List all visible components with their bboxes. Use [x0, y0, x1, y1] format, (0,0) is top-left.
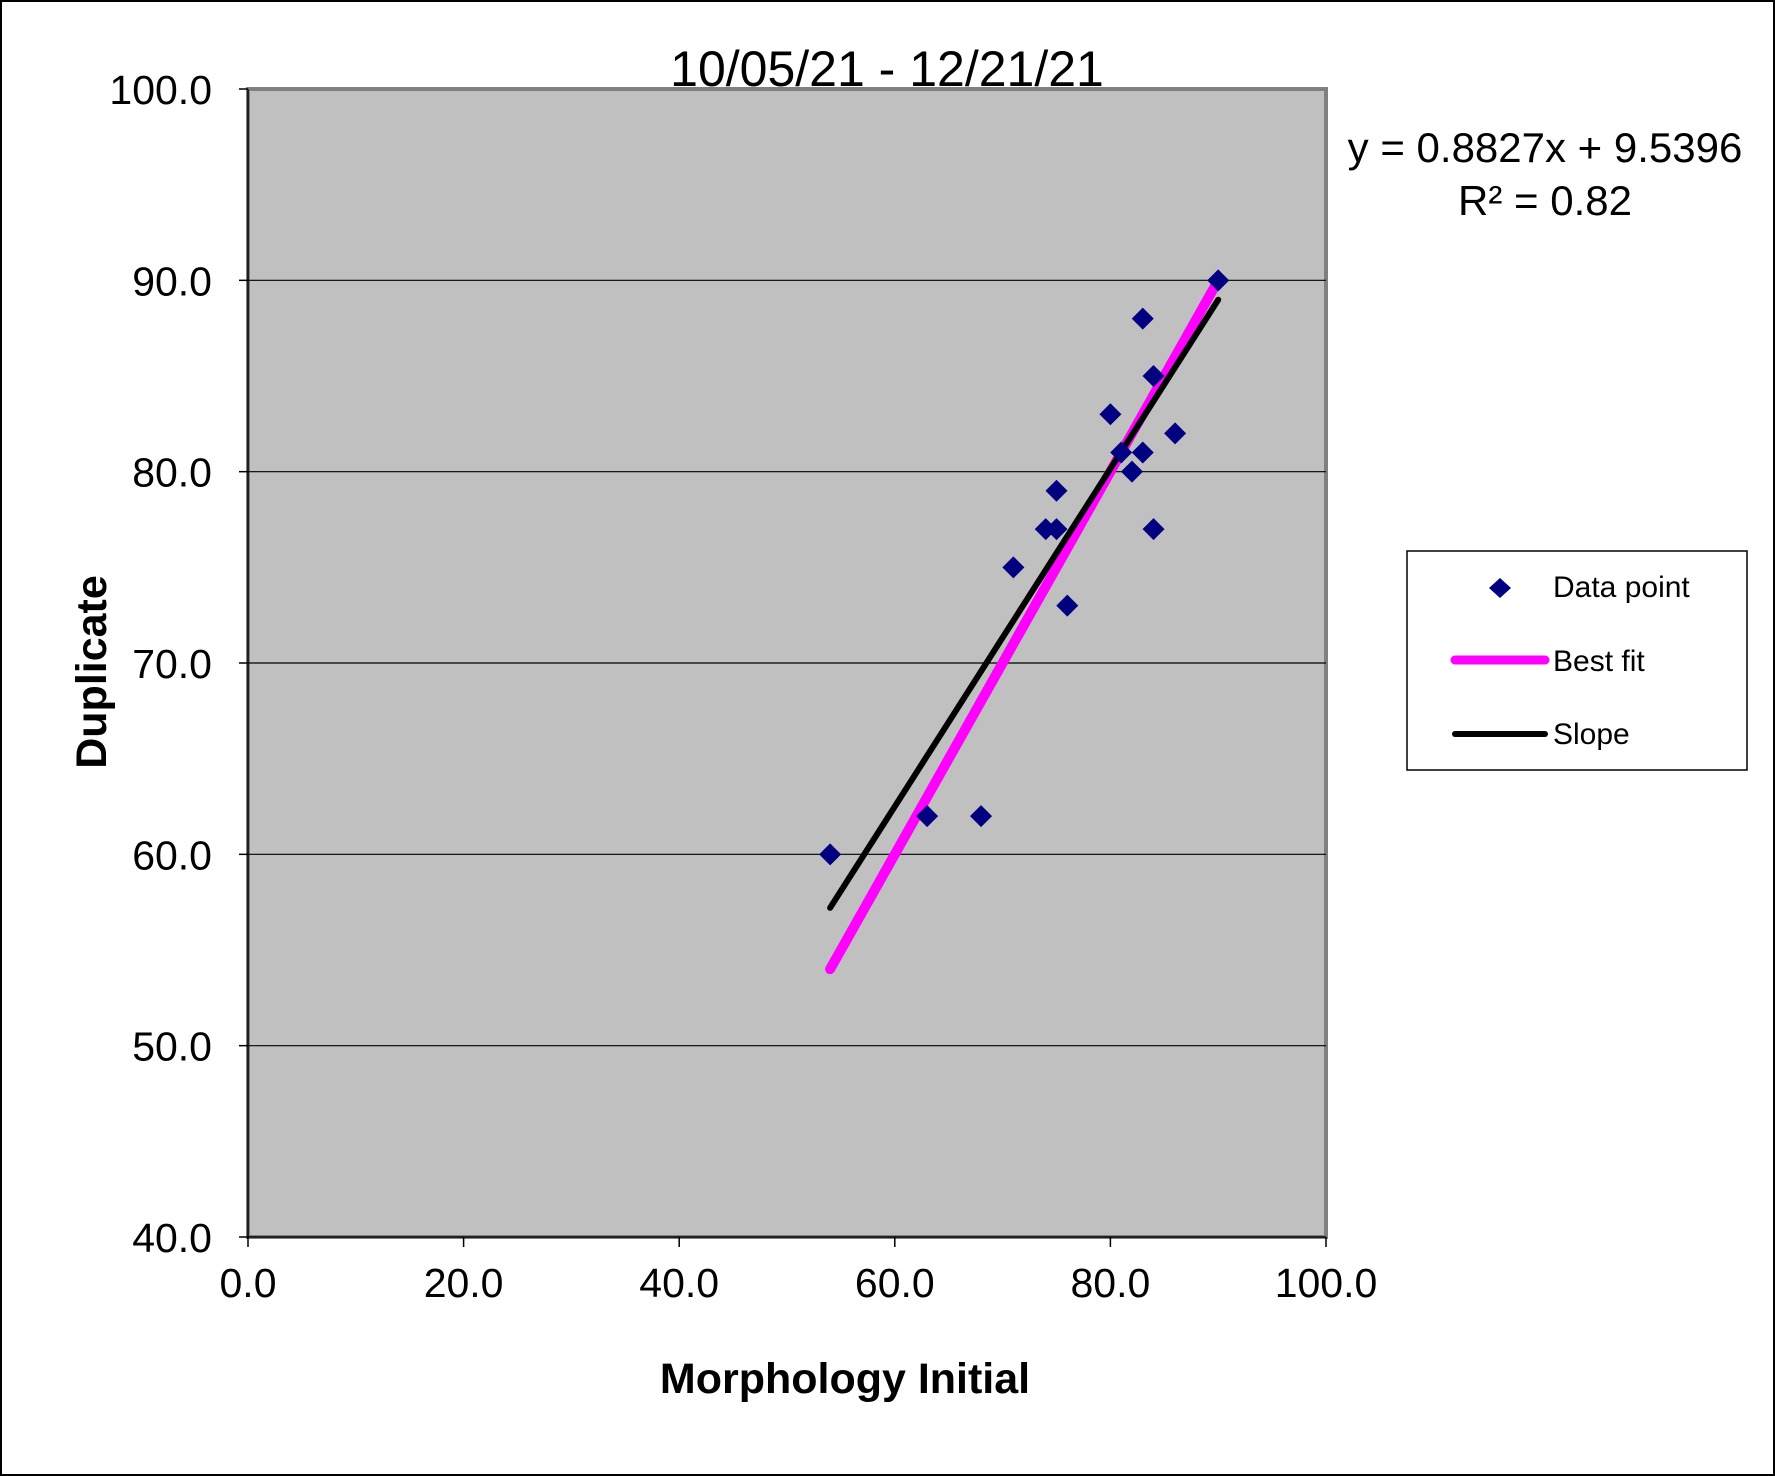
y-axis-title: Duplicate [68, 575, 116, 769]
data-point-marker [1110, 441, 1133, 464]
chart-title: 10/05/21 - 12/21/21 [670, 41, 1104, 97]
legend: Data point Best fit Slope [1406, 550, 1748, 771]
legend-diamond-icon [1489, 578, 1511, 598]
legend-label-slope: Slope [1553, 718, 1630, 751]
data-point-marker [1002, 556, 1025, 579]
data-point-marker [1045, 518, 1068, 541]
data-point-marker [916, 805, 939, 828]
axes: 40.0 50.0 60.0 70.0 80.0 90.0 100.0 0.0 20.0 40.0… [109, 67, 1377, 1306]
data-point-marker [1099, 403, 1122, 426]
data-point-marker [819, 843, 842, 866]
series-lines [825, 275, 1224, 975]
data-point-marker [1142, 365, 1165, 387]
best-fit-line [825, 275, 1224, 975]
x-tick-label: 0.0 [220, 1260, 277, 1306]
data-point-marker [1142, 518, 1165, 541]
data-point-marker [1131, 307, 1154, 330]
data-point-marker [1164, 422, 1187, 445]
legend-label-best-fit: Best fit [1553, 645, 1645, 678]
y-tick-label: 70.0 [132, 641, 212, 687]
data-points [819, 269, 1230, 866]
data-point-marker [1120, 460, 1143, 483]
data-point-marker [1056, 594, 1079, 617]
y-tick-label: 100.0 [109, 67, 212, 113]
trendline-equation: y = 0.8827x + 9.5396 [1348, 124, 1743, 171]
data-point-marker [1131, 441, 1154, 464]
slope-line [827, 296, 1222, 911]
data-point-marker [970, 805, 993, 828]
x-tick-label: 80.0 [1070, 1260, 1150, 1306]
x-tick-label: 20.0 [424, 1260, 504, 1306]
data-point-marker [1207, 269, 1230, 292]
y-tick-label: 80.0 [132, 450, 212, 496]
gridlines [248, 279, 1326, 1047]
y-tick-label: 40.0 [132, 1215, 212, 1261]
y-tick-label: 60.0 [132, 832, 212, 878]
r-squared: R² = 0.82 [1458, 177, 1632, 224]
x-tick-label: 40.0 [639, 1260, 719, 1306]
legend-label-data-point: Data point [1553, 571, 1690, 604]
x-axis-title: Morphology Initial [660, 1355, 1030, 1403]
y-tick-label: 90.0 [132, 258, 212, 304]
y-tick-label: 50.0 [132, 1024, 212, 1070]
x-tick-label: 60.0 [855, 1260, 935, 1306]
x-tick-label: 100.0 [1275, 1260, 1378, 1306]
data-point-marker [1045, 479, 1068, 502]
